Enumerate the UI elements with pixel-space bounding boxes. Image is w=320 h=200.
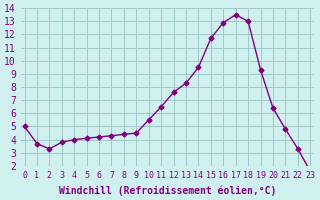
X-axis label: Windchill (Refroidissement éolien,°C): Windchill (Refroidissement éolien,°C)	[59, 185, 276, 196]
